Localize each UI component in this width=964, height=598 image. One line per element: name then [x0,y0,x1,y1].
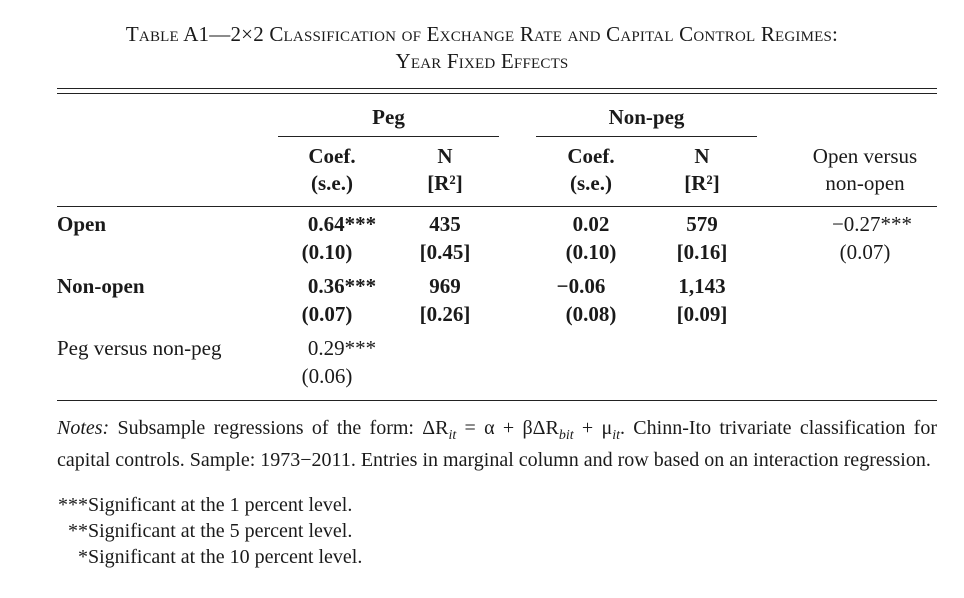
notes-text-d: . Chinn-Ito trivariate classification fo… [57,417,937,471]
sig-text-1: Significant at the 1 percent level. [88,494,353,516]
top-rule-1 [57,88,937,89]
sig-stars-3: * [78,546,88,568]
sig-note-1: ***Significant at the 1 percent level. [52,493,352,518]
table-title: Table A1—2×2 Classification of Exchange … [0,22,964,47]
open-peg-se: (0.10) [301,240,353,264]
nonopen-peg-n: 969 [429,274,461,298]
header-rule [57,206,937,207]
notes-text-a: Subsample regressions of the form: ΔR [117,417,449,439]
sig-note-3: *Significant at the 10 percent level. [52,545,362,570]
notes-text-c: + μ [573,417,613,439]
col-header-marginal-1: Open versus [812,144,918,168]
col-header-coef-peg: Coef. [308,144,356,168]
col-header-se-nonpeg: (s.e.) [570,171,612,195]
nonopen-peg-se: (0.07) [301,302,353,326]
open-nonpeg-n: 579 [686,212,718,236]
notes-text-b: = α + βΔR [456,417,559,439]
col-header-marginal-2: non-open [825,171,905,195]
col-header-r2-nonpeg: [R²] [684,171,720,195]
table-notes: Notes: Subsample regressions of the form… [57,416,937,473]
sig-stars-1: *** [58,494,88,516]
nonopen-peg-r2: [0.26] [419,302,471,326]
table-title-line1: Table A1—2×2 Classification of Exchange … [125,22,839,46]
nonopen-peg-coef: 0.36*** [307,274,377,298]
pegvs-peg-se: (0.06) [301,364,353,388]
open-peg-n: 435 [429,212,461,236]
peg-group-rule [278,136,499,137]
nonpeg-group-rule [536,136,757,137]
notes-sub-it: it [448,428,457,443]
open-marginal-coef: −0.27*** [831,212,913,236]
open-peg-r2: [0.45] [419,240,471,264]
notes-sub-bit: bit [558,428,574,443]
col-header-r2-peg: [R²] [427,171,463,195]
bottom-rule [57,400,937,401]
open-marginal-se: (0.07) [839,240,891,264]
pegvs-peg-coef: 0.29*** [307,336,377,360]
group-header-nonpeg: Non-peg [608,105,685,129]
col-header-coef-nonpeg: Coef. [567,144,615,168]
open-peg-coef: 0.64*** [307,212,377,236]
sig-stars-2: ** [68,520,88,542]
nonopen-nonpeg-coef: −0.06 [556,274,606,298]
open-nonpeg-se: (0.10) [565,240,617,264]
col-header-se-peg: (s.e.) [311,171,353,195]
nonopen-nonpeg-n: 1,143 [678,274,726,298]
row-label-nonopen: Non-open [57,274,145,298]
col-header-n-peg: N [437,144,453,168]
open-nonpeg-coef: 0.02 [572,212,610,236]
table-subtitle: Year Fixed Effects [0,49,964,74]
sig-text-3: Significant at the 10 percent level. [88,546,363,568]
table-title-line2: Year Fixed Effects [395,49,569,73]
row-label-peg-vs-nonpeg: Peg versus non-peg [57,336,222,360]
row-label-open: Open [57,212,107,236]
top-rule-2 [57,93,937,94]
group-header-peg: Peg [372,105,405,129]
nonopen-nonpeg-se: (0.08) [565,302,617,326]
open-nonpeg-r2: [0.16] [676,240,728,264]
notes-label: Notes: [57,417,110,439]
sig-text-2: Significant at the 5 percent level. [88,520,353,542]
nonopen-nonpeg-r2: [0.09] [676,302,728,326]
sig-note-2: **Significant at the 5 percent level. [52,519,352,544]
notes-sub-it2: it [612,428,621,443]
col-header-n-nonpeg: N [694,144,710,168]
